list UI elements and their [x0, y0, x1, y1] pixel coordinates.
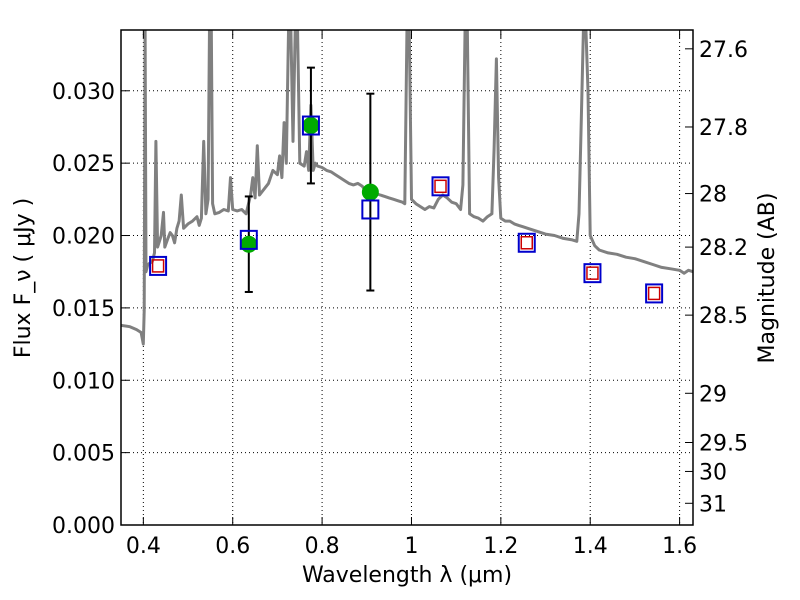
right-tick-label: 31 — [699, 492, 727, 517]
right-tick-label: 29.5 — [699, 432, 748, 457]
right-tick-label: 27.8 — [699, 116, 748, 141]
right-tick-label: 30 — [699, 460, 727, 485]
x-tick-label: 0.6 — [215, 534, 250, 559]
y-axis-ticks: 0.000 0.005 0.010 0.015 0.020 0.025 0.030 — [52, 80, 129, 539]
model-box — [583, 263, 602, 284]
x-tick-label: 1.4 — [573, 534, 608, 559]
y-tick-label: 0.015 — [52, 297, 115, 322]
x-axis-title: Wavelength λ (μm) — [302, 563, 512, 588]
x-tick-label: 1.2 — [483, 534, 518, 559]
model-box — [301, 115, 320, 136]
model-box — [149, 255, 168, 276]
y-tick-label: 0.025 — [52, 152, 115, 177]
model-box — [361, 199, 380, 220]
y-tick-label: 0.010 — [52, 369, 115, 394]
observed-point — [302, 117, 320, 135]
observed-point — [361, 183, 379, 201]
right-tick-label: 28.5 — [699, 304, 748, 329]
error-bars — [244, 66, 375, 293]
y-tick-label: 0.000 — [52, 514, 115, 539]
right-tick-label: 29 — [699, 382, 727, 407]
x-tick-label: 0.4 — [126, 534, 161, 559]
x-tick-label: 0.8 — [305, 534, 340, 559]
model-inner-box — [586, 266, 599, 280]
model-inner-box — [520, 236, 534, 250]
y-tick-label: 0.020 — [52, 225, 115, 250]
x-tick-label: 1.6 — [662, 534, 697, 559]
right-tick-label: 27.6 — [699, 38, 748, 63]
right-tick-label: 28.2 — [699, 236, 748, 261]
right-axis-title: Magnitude (AB) — [755, 193, 780, 364]
model-inner-box — [151, 259, 165, 273]
model-box — [239, 229, 258, 250]
plot-area — [121, 30, 693, 346]
model-box — [517, 232, 536, 253]
y-tick-label: 0.030 — [52, 80, 115, 105]
y-tick-label: 0.005 — [52, 442, 115, 467]
x-axis-ticks: 0.4 0.6 0.8 1 1.2 1.4 1.6 — [126, 30, 697, 559]
model-spectrum-line — [121, 30, 693, 346]
y-axis-title: Flux F_ν ( μJy ) — [11, 198, 36, 358]
right-axis-ticks: 27.6 27.8 28 28.2 28.5 29 29.5 30 31 — [685, 38, 748, 517]
model-inner-box — [434, 179, 447, 194]
model-box — [645, 283, 664, 304]
x-tick-label: 1 — [404, 534, 418, 559]
model-inner-box — [647, 286, 661, 301]
plot-frame — [120, 29, 694, 526]
right-tick-label: 28 — [699, 183, 727, 208]
model-boxes — [149, 115, 664, 304]
model-box — [431, 176, 450, 197]
model-inner-boxes — [151, 179, 661, 301]
